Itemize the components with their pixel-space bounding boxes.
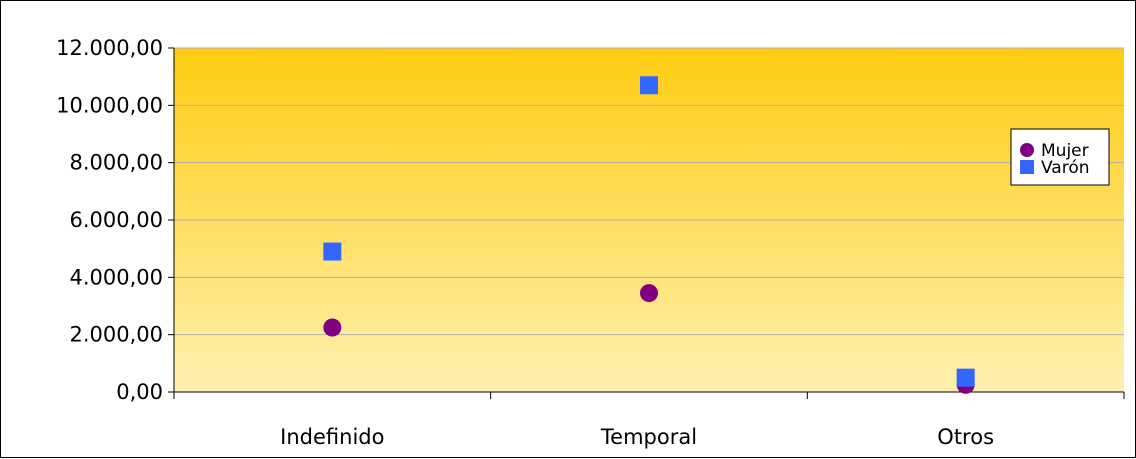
- y-tick-label: 8.000,00: [69, 151, 163, 175]
- markers: [323, 76, 975, 394]
- y-tick-label: 4.000,00: [69, 265, 163, 289]
- varon-point: [323, 242, 342, 261]
- mujer-point: [640, 284, 658, 303]
- legend-varon-marker: [1020, 160, 1034, 174]
- legend-varon-label: Varón: [1041, 158, 1090, 178]
- legend-box: [1010, 128, 1110, 186]
- x-tick-label: Otros: [937, 425, 994, 449]
- legend: Mujer Varón: [1010, 128, 1110, 186]
- mujer-point: [323, 318, 342, 337]
- varon-point: [956, 368, 975, 387]
- y-tick-label: 6.000,00: [69, 208, 163, 232]
- x-tick-label: Temporal: [600, 425, 697, 449]
- varon-point: [640, 76, 658, 95]
- y-tick-label: 10.000,00: [56, 93, 163, 117]
- y-tick-label: 0,00: [116, 380, 163, 404]
- y-tick-label: 2.000,00: [69, 323, 163, 347]
- x-tick-label: Indefinido: [280, 425, 384, 449]
- y-tick-labels: 0,00 2.000,00 4.000,00 6.000,00 8.000,00 10.0…: [56, 36, 163, 404]
- legend-mujer-label: Mujer: [1041, 141, 1089, 161]
- y-tick-label: 12.000,00: [56, 36, 163, 60]
- legend-mujer-marker: [1020, 143, 1034, 157]
- x-tick-labels: Indefinido Temporal Otros: [280, 425, 994, 449]
